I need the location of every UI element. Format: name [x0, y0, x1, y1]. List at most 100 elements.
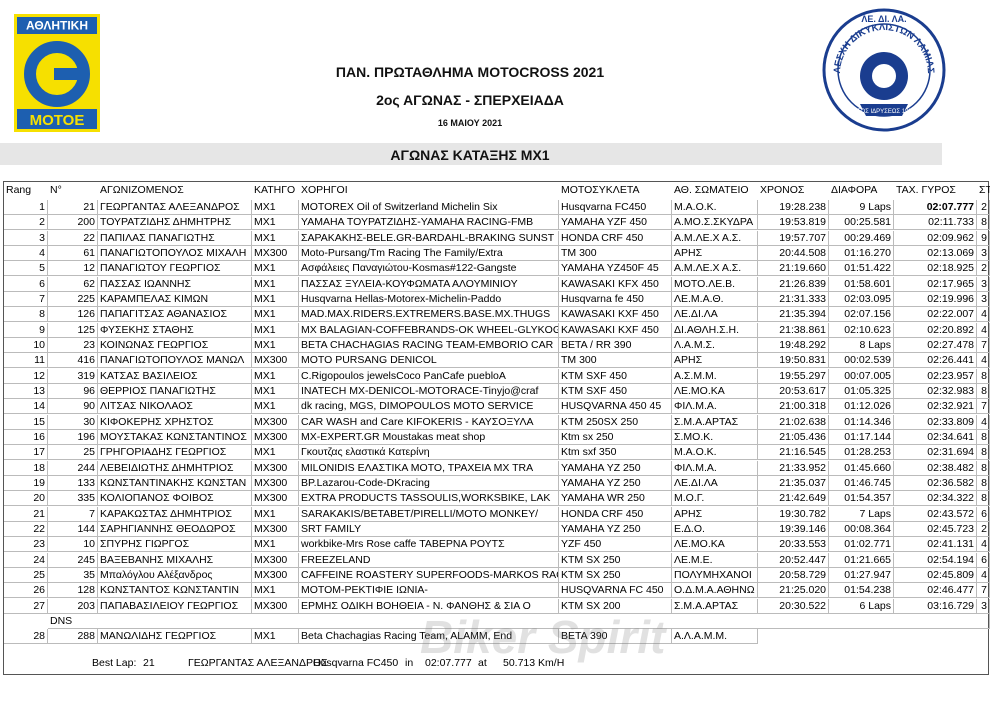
table-cell: 19:30.782 — [758, 506, 829, 522]
table-cell: MOTO PURSANG DENICOL — [299, 353, 559, 369]
table-cell: ΚΩΝΣΤΑΝΤΟΣ ΚΩΝΣΤΑΝΤΙΝ — [98, 583, 252, 599]
table-cell: ΚΟΛΙΟΠΑΝΟΣ ΦΟΙΒΟΣ — [98, 491, 252, 507]
table-cell: 244 — [48, 460, 98, 476]
table-cell: YAMAHA YZ 250 — [559, 460, 672, 476]
table-cell: 20:33.553 — [758, 537, 829, 553]
table-cell: 12 — [4, 368, 48, 384]
table-cell: 133 — [48, 475, 98, 491]
table-cell: ΛΕ.Μ.Ε. — [672, 552, 758, 568]
table-cell: MX1 — [252, 337, 299, 353]
table-cell: 00:07.005 — [829, 368, 894, 384]
table-cell: 02:41.131 — [894, 537, 977, 553]
table-cell: 6 — [977, 506, 990, 522]
table-cell: 20:58.729 — [758, 567, 829, 583]
table-cell: MX1 — [252, 383, 299, 399]
table-cell: HONDA CRF 450 — [559, 506, 672, 522]
table-cell: Ο.Δ.Μ.Α.ΑΘΗΝΩ — [672, 583, 758, 599]
logo-text: ΛΕ. ΔΙ. ΛΑ. — [861, 14, 906, 24]
table-cell: YAMAHA YZ 250 — [559, 521, 672, 537]
table-cell: ΠΑΠΑΒΑΣΙΛΕΙΟΥ ΓΕΩΡΓΙΟΣ — [98, 598, 252, 614]
column-header: ΚΑΤΗΓΟ — [254, 184, 296, 196]
table-cell: ΠΑΠΑΓΙΤΣΑΣ ΑΘΑΝΑΣΙΟΣ — [98, 307, 252, 323]
table-cell: BETA CHACHAGIAS RACING TEAM-EMBORIO CAR — [299, 337, 559, 353]
table-cell: 02:09.962 — [894, 230, 977, 246]
table-cell: MX1 — [252, 629, 299, 645]
table-cell: 19:50.831 — [758, 353, 829, 369]
table-cell: MX BALAGIAN-COFFEBRANDS-OK WHEEL-GLYKOG — [299, 322, 559, 338]
table-cell: 21:38.861 — [758, 322, 829, 338]
title: ΠΑΝ. ΠΡΩΤΑΘΛΗΜΑ MOTOCROSS 2021 — [335, 64, 605, 80]
table-cell: KTM SXF 450 — [559, 368, 672, 384]
table-cell: 19 — [4, 475, 48, 491]
table-cell: 17 — [4, 445, 48, 461]
table-cell: ΑΡΗΣ — [672, 353, 758, 369]
table-cell: 10 — [4, 337, 48, 353]
column-header: ΜΟΤΟΣΥΚΛΕΤΑ — [561, 184, 640, 196]
table-cell: 2 — [977, 261, 990, 277]
table-cell: 02:11.733 — [894, 215, 977, 231]
table-cell: YAMAHA WR 250 — [559, 491, 672, 507]
table-cell: 2 — [977, 200, 990, 215]
column-header: ΣΤΟ — [979, 184, 990, 196]
table-cell: KAWASAKI KXF 450 — [559, 307, 672, 323]
table-cell: 02:07.156 — [829, 307, 894, 323]
table-cell: 10 — [48, 537, 98, 553]
table-cell: 02:34.322 — [894, 491, 977, 507]
best-lap-text: 02:07.777 — [425, 657, 472, 669]
table-cell: Husqvarna fe 450 — [559, 291, 672, 307]
table-cell: ΚΑΤΣΑΣ ΒΑΣΙΛΕΙΟΣ — [98, 368, 252, 384]
table-cell: 20:30.522 — [758, 598, 829, 614]
table-cell: 2 — [977, 521, 990, 537]
table-cell: ΛΕ.Μ.Α.Θ. — [672, 291, 758, 307]
table-cell: 4 — [977, 537, 990, 553]
table-cell: MX-EXPERT.GR Moustakas meat shop — [299, 429, 559, 445]
column-header: Rang — [6, 184, 32, 196]
table-cell: 8 — [977, 429, 990, 445]
column-header: ΧΟΡΗΓΟΙ — [301, 184, 348, 196]
table-cell: KTM SXF 450 — [559, 383, 672, 399]
best-lap-text: ΓΕΩΡΓΑΝΤΑΣ ΑΛΕΞΑΝΔΡΟΣ — [188, 657, 328, 669]
table-cell: 144 — [48, 521, 98, 537]
table-cell: 6 — [4, 276, 48, 292]
table-cell: 196 — [48, 429, 98, 445]
table-cell: 02:32.921 — [894, 399, 977, 415]
table-cell: workbike-Mrs Rose caffe ΤΑΒΕΡΝΑ ΡΟΥΤΣ — [299, 537, 559, 553]
table-cell: MX1 — [252, 368, 299, 384]
table-cell: 02:26.441 — [894, 353, 977, 369]
table-cell: 01:58.601 — [829, 276, 894, 292]
table-cell: MX1 — [252, 291, 299, 307]
best-lap-text: Best Lap: — [92, 657, 137, 669]
table-cell: 20:52.447 — [758, 552, 829, 568]
table-cell: 02:10.623 — [829, 322, 894, 338]
table-cell: ΛΕ.ΜΟ.ΚΑ — [672, 537, 758, 553]
table-cell: 4 — [977, 414, 990, 430]
table-cell: 01:27.947 — [829, 567, 894, 583]
table-cell: Husqvarna FC450 — [559, 200, 672, 215]
table-cell: 8 — [977, 383, 990, 399]
table-cell: 00:08.364 — [829, 521, 894, 537]
table-cell: ΠΑΣΣΑΣ ΙΩΑΝΝΗΣ — [98, 276, 252, 292]
table-cell: MX1 — [252, 215, 299, 231]
table-cell: 8 — [977, 460, 990, 476]
table-cell: MX300 — [252, 245, 299, 261]
table-cell: 25 — [48, 445, 98, 461]
table-cell: ΜΟΥΣΤΑΚΑΣ ΚΩΝΣΤΑΝΤΙΝΟΣ — [98, 429, 252, 445]
table-cell: 21:26.839 — [758, 276, 829, 292]
table-cell: 8 — [977, 445, 990, 461]
table-cell: KTM SX 200 — [559, 598, 672, 614]
table-cell: MOTOREX Oil of Switzerland Michelin Six — [299, 200, 559, 215]
table-cell: MX1 — [252, 230, 299, 246]
table-cell: 01:46.745 — [829, 475, 894, 491]
table-cell: 02:34.641 — [894, 429, 977, 445]
table-cell: KAWASAKI KFX 450 — [559, 276, 672, 292]
table-cell: 01:28.253 — [829, 445, 894, 461]
table-cell: ΚΑΡΑΜΠΕΛΑΣ ΚΙΜΩΝ — [98, 291, 252, 307]
table-cell: 01:51.422 — [829, 261, 894, 277]
table-cell: Ktm sxf 350 — [559, 445, 672, 461]
table-cell: 6 — [977, 552, 990, 568]
table-cell: 02:13.069 — [894, 245, 977, 261]
right-logo: ΛΕΣΧΗ ΔΙΚΥΚΛΙΣΤΩΝ ΛΑΜΙΑΣ ΛΕ. ΔΙ. ΛΑ. ΕΤΟ… — [822, 8, 946, 132]
table-cell: CAR WASH and Care KIFOKERIS - ΚΑΥΣΟΞΥΛΑ — [299, 414, 559, 430]
table-cell: 19:48.292 — [758, 337, 829, 353]
